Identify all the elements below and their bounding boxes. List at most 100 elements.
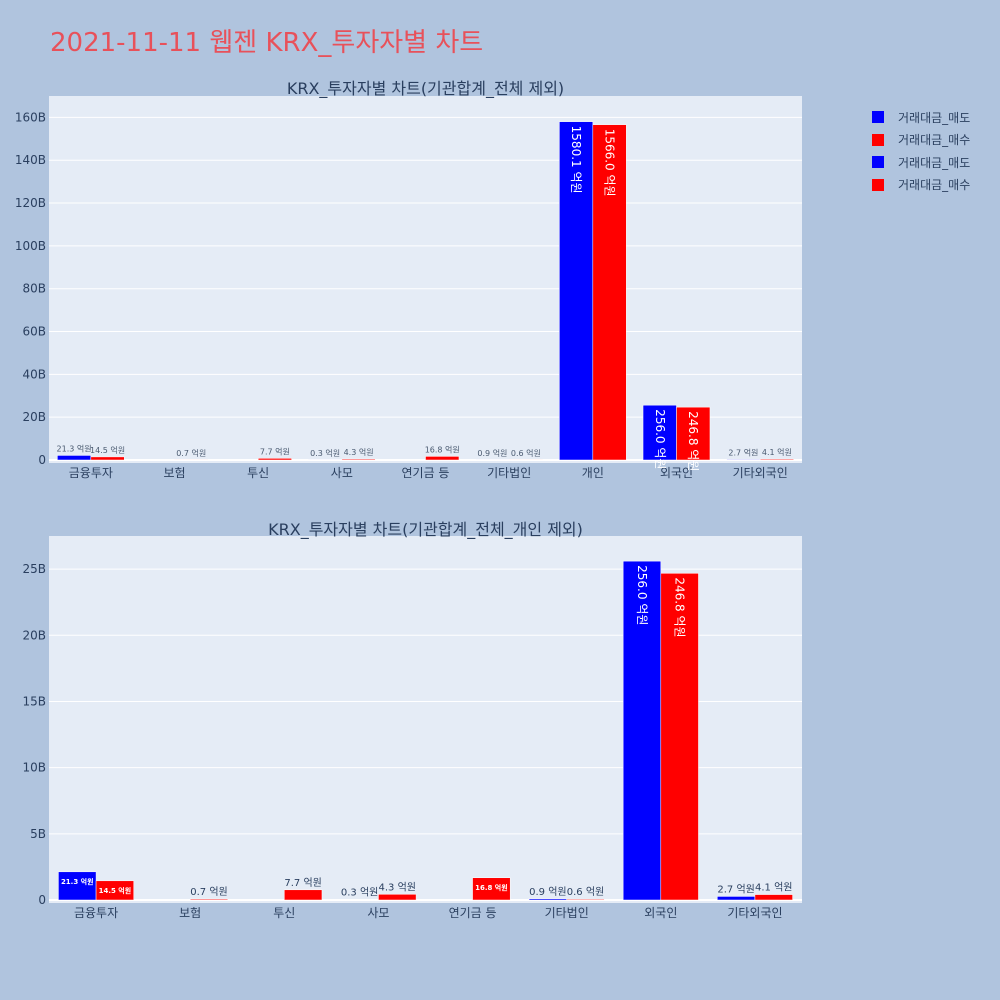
data-label: 21.3 억원	[61, 877, 94, 886]
x-tick-label: 투신	[247, 466, 269, 480]
data-label: 16.8 억원	[425, 444, 460, 454]
data-label: 14.5 억원	[99, 886, 132, 895]
data-label: 0.3 억원	[341, 887, 378, 899]
bar	[676, 406, 711, 461]
legend: 거래대금_매도 거래대금_매수 거래대금_매도 거래대금_매수	[872, 106, 970, 196]
page-title: 2021-11-11 웹젠 KRX_투자자별 차트	[50, 28, 484, 58]
bar	[566, 898, 605, 901]
data-label: 256.0 억원	[635, 565, 649, 625]
bar	[660, 573, 699, 901]
y-tick-label: 25B	[22, 562, 46, 576]
legend-swatch	[872, 111, 884, 124]
data-label: 256.0 억원	[653, 409, 667, 469]
legend-item[interactable]: 거래대금_매도	[872, 151, 970, 174]
legend-swatch	[872, 178, 884, 191]
x-tick-label: 연기금 등	[449, 906, 497, 920]
legend-item[interactable]: 거래대금_매수	[872, 174, 970, 197]
data-label: 1566.0 억원	[603, 129, 617, 197]
bar	[58, 871, 97, 901]
y-tick-label: 0	[38, 893, 46, 907]
bar	[528, 898, 567, 901]
data-label: 246.8 억원	[686, 411, 700, 471]
data-label: 7.7 억원	[284, 877, 321, 889]
legend-swatch	[872, 156, 884, 169]
chart-title: KRX_투자자별 차트(기관합계_전체 제외)	[287, 79, 564, 99]
bar	[95, 880, 134, 901]
data-label: 21.3 억원	[57, 443, 92, 453]
data-label: 4.1 억원	[762, 447, 792, 457]
x-tick-label: 외국인	[644, 906, 677, 920]
legend-swatch	[872, 133, 884, 146]
data-label: 0.7 억원	[176, 448, 206, 458]
data-label: 0.3 억원	[310, 448, 340, 458]
data-label: 0.6 억원	[567, 886, 604, 898]
data-label: 16.8 억원	[475, 883, 508, 892]
bar	[717, 896, 756, 901]
y-tick-label: 20B	[22, 628, 46, 642]
x-tick-label: 기타법인	[545, 906, 589, 920]
plot-area	[49, 96, 802, 463]
x-tick-label: 보험	[179, 906, 201, 920]
legend-item[interactable]: 거래대금_매도	[872, 106, 970, 129]
x-tick-label: 금융투자	[69, 466, 113, 480]
data-label: 0.9 억원	[529, 886, 566, 898]
bar	[592, 124, 627, 461]
x-tick-label: 연기금 등	[402, 466, 450, 480]
bar	[472, 877, 511, 901]
x-tick-label: 개인	[582, 466, 604, 480]
x-tick-label: 기타외국인	[733, 466, 788, 480]
bar	[257, 458, 292, 461]
bar	[759, 458, 794, 461]
data-label: 2.7 억원	[717, 883, 754, 895]
legend-label: 거래대금_매수	[898, 178, 971, 193]
y-tick-label: 160B	[15, 110, 46, 124]
legend-label: 거래대금_매수	[898, 133, 971, 148]
x-tick-label: 기타법인	[487, 466, 531, 480]
bar	[378, 894, 417, 901]
chart-top: KRX_투자자별 차트(기관합계_전체 제외) 0 20B 40B 60B 80B 100B…	[15, 79, 802, 480]
bar	[284, 889, 323, 901]
x-tick-label: 사모	[331, 466, 353, 480]
y-tick-label: 140B	[15, 153, 46, 167]
x-tick-label: 외국인	[660, 466, 693, 480]
x-tick-label: 금융투자	[74, 906, 118, 920]
bar	[559, 121, 594, 461]
y-tick-label: 20B	[22, 410, 46, 424]
legend-label: 거래대금_매도	[898, 155, 971, 170]
y-tick-label: 5B	[30, 827, 46, 841]
bar	[754, 894, 793, 901]
data-label: 0.9 억원	[477, 448, 507, 458]
y-tick-label: 80B	[22, 282, 46, 296]
x-tick-label: 투신	[273, 906, 295, 920]
data-label: 4.1 억원	[755, 882, 792, 894]
data-label: 7.7 억원	[260, 446, 290, 456]
bar	[642, 404, 677, 461]
data-label: 0.7 억원	[190, 886, 227, 898]
data-label: 14.5 억원	[90, 445, 125, 455]
y-tick-label: 40B	[22, 367, 46, 381]
data-label: 2.7 억원	[728, 447, 758, 457]
x-tick-label: 기타외국인	[727, 906, 782, 920]
bar	[341, 458, 376, 461]
chart-title: KRX_투자자별 차트(기관합계_전체_개인 제외)	[268, 520, 583, 540]
y-tick-label: 60B	[22, 325, 46, 339]
bar	[90, 456, 125, 461]
bar	[425, 456, 460, 461]
data-label: 246.8 억원	[673, 577, 687, 637]
data-label: 4.3 억원	[344, 447, 374, 457]
legend-label: 거래대금_매도	[898, 110, 971, 125]
y-tick-label: 10B	[22, 761, 46, 775]
data-label: 1580.1 억원	[569, 126, 583, 194]
x-tick-label: 사모	[367, 906, 389, 920]
y-tick-label: 100B	[15, 239, 46, 253]
data-label: 0.6 억원	[511, 448, 541, 458]
y-tick-label: 120B	[15, 196, 46, 210]
y-tick-label: 15B	[22, 694, 46, 708]
bar	[189, 898, 229, 901]
y-tick-label: 0	[38, 453, 46, 467]
x-tick-label: 보험	[163, 466, 185, 480]
legend-item[interactable]: 거래대금_매수	[872, 129, 970, 152]
bar	[622, 560, 662, 901]
data-label: 4.3 억원	[379, 881, 416, 893]
